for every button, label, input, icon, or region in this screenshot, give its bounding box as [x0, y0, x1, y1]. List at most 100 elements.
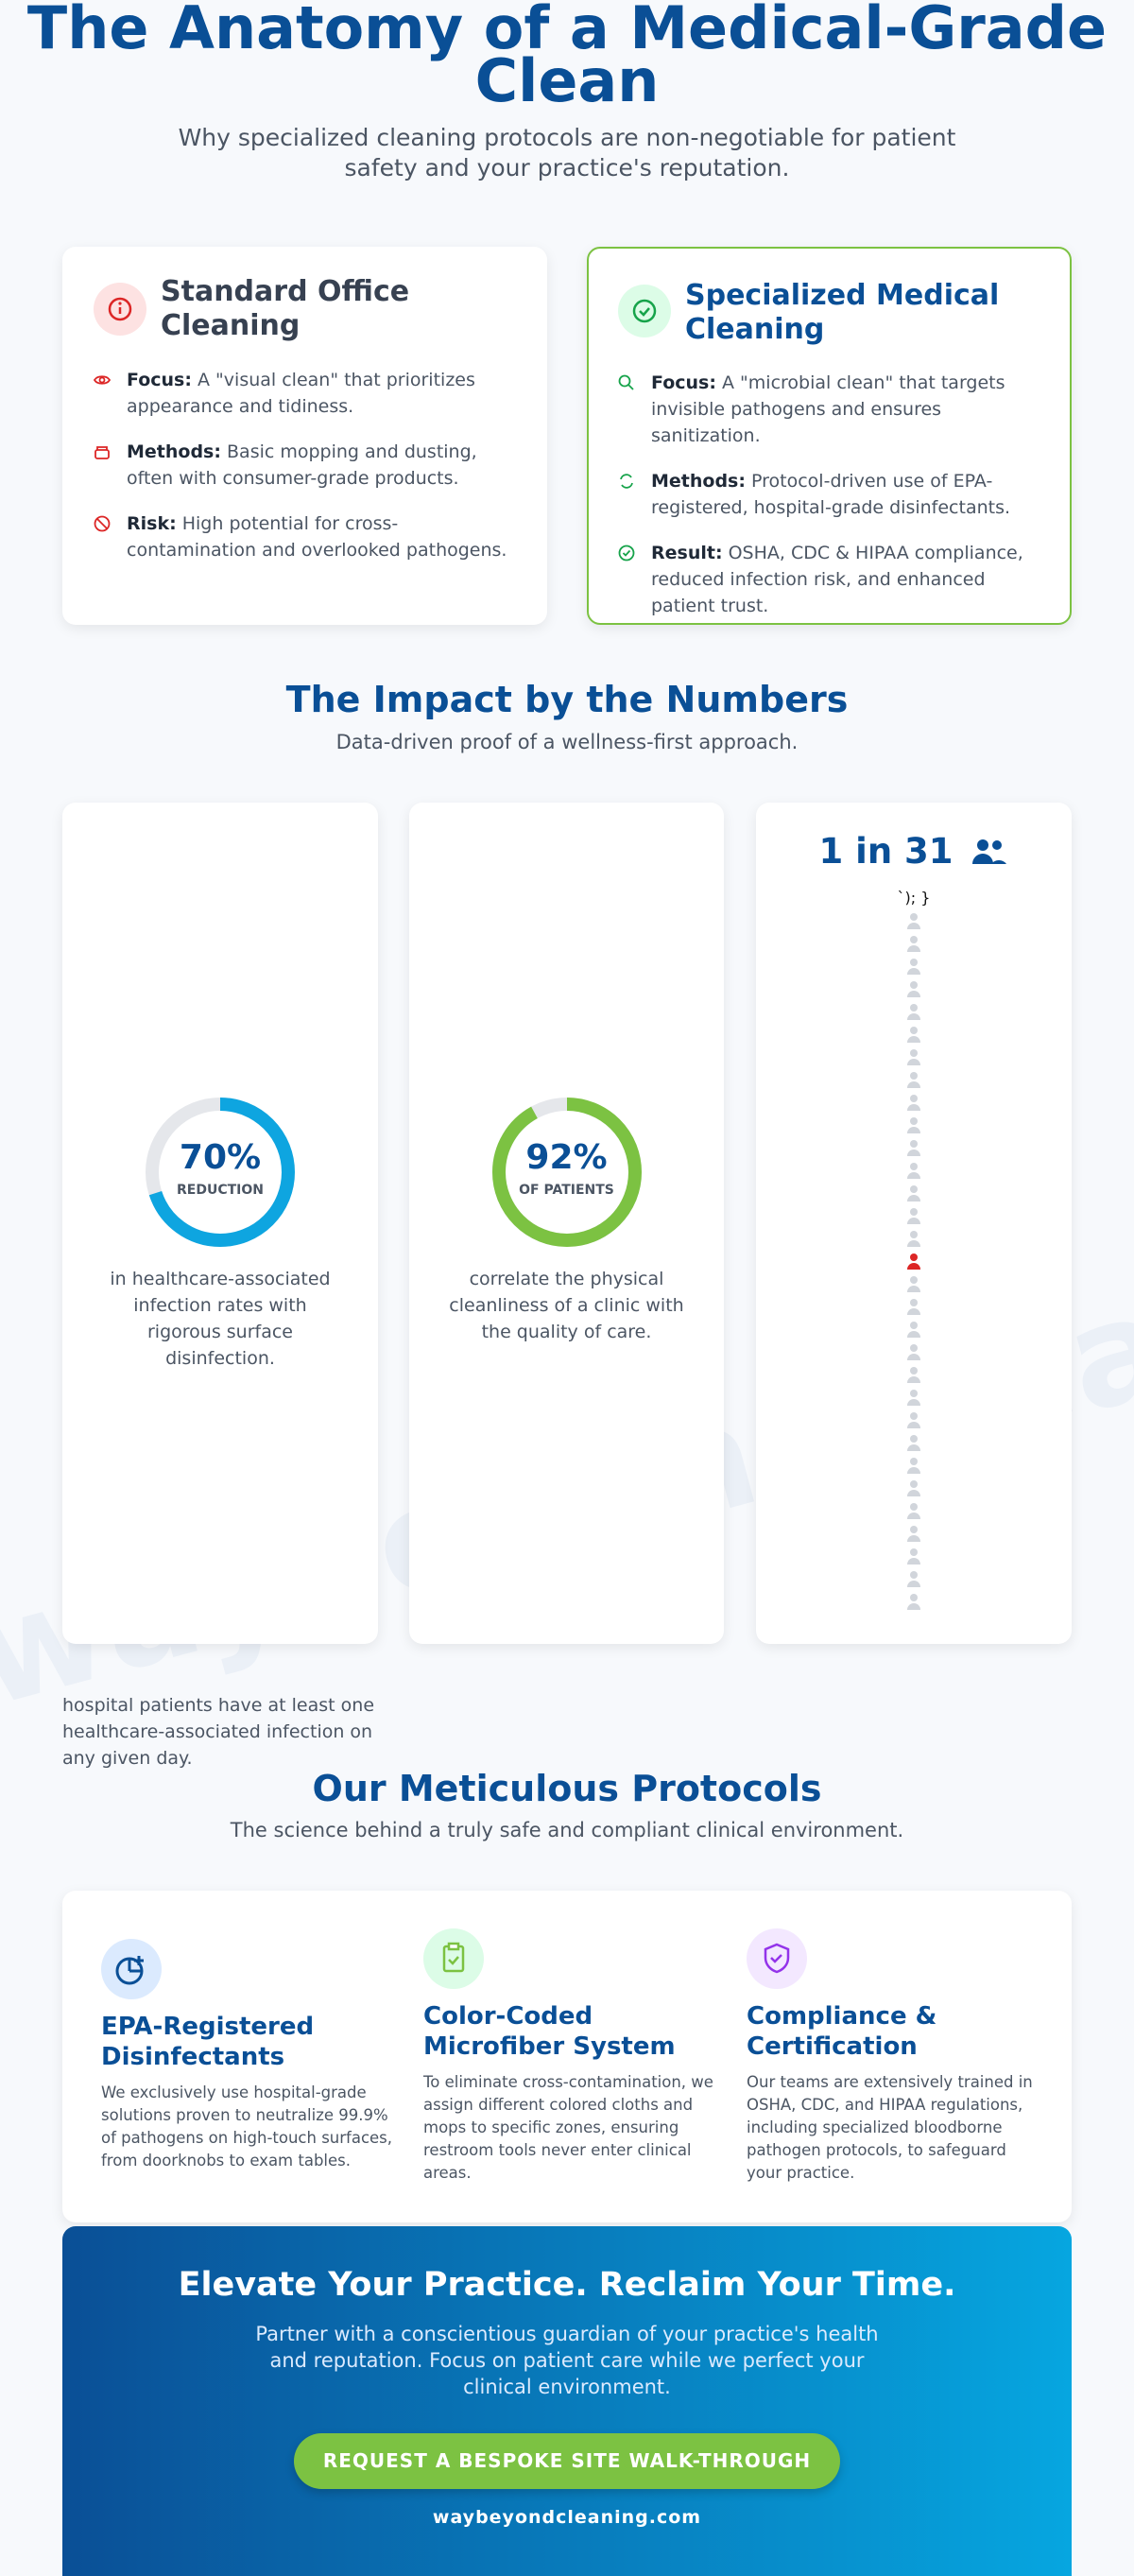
section-title: Our Meticulous Protocols: [312, 1768, 822, 1809]
person-head: [910, 1117, 918, 1125]
person: [907, 1503, 920, 1519]
list-item: Risk: High potential for cross-contamina…: [93, 510, 518, 563]
person-head: [910, 1571, 918, 1579]
donut-unit: OF PATIENTS: [519, 1183, 614, 1198]
person-head: [910, 1276, 918, 1284]
person-head: [910, 959, 918, 966]
person-body: [907, 1195, 920, 1202]
person-head: [910, 913, 918, 921]
person-body: [907, 1240, 920, 1247]
person-head: [910, 1458, 918, 1465]
cta-title: Elevate Your Practice. Reclaim Your Time…: [178, 2266, 956, 2304]
list-item: Methods: Basic mopping and dusting, ofte…: [93, 439, 518, 492]
specialized-card: Specialized Medical Cleaning Focus: A "m…: [587, 247, 1072, 625]
item-label: Focus:: [651, 372, 716, 393]
person: [907, 981, 920, 997]
section-title: The Impact by the Numbers: [285, 679, 849, 720]
person-head: [910, 1480, 918, 1488]
title: The Anatomy of a Medical-Grade Clean: [26, 0, 1108, 115]
person-body: [907, 1081, 920, 1088]
bullet-icon: [94, 515, 111, 532]
person-head: [910, 1004, 918, 1011]
item-text: OSHA, CDC & HIPAA compliance, reduced in…: [651, 543, 1023, 616]
person: [907, 1208, 920, 1224]
person-body: [907, 1059, 920, 1065]
person: [907, 1367, 920, 1383]
donut-arc: [146, 1098, 295, 1247]
person: [907, 1140, 920, 1156]
item-text: High potential for cross-contamination a…: [127, 513, 507, 561]
protocol: EPA-Registered Disinfectants We exclusive…: [101, 2012, 394, 2172]
person-head: [910, 1253, 918, 1261]
item-label: Methods:: [651, 471, 746, 492]
bullet-icon: [618, 545, 635, 562]
person-body: [907, 1581, 920, 1587]
bullet-icon: [620, 474, 633, 489]
person-body: [907, 1036, 920, 1043]
person: [907, 1027, 920, 1043]
item-label: Methods:: [127, 441, 221, 462]
item-label: Risk:: [127, 513, 177, 534]
person-head: [910, 1344, 918, 1352]
headline: 1 in 31: [818, 831, 954, 872]
item-label: Result:: [651, 543, 723, 563]
cta-button[interactable]: REQUEST A BESPOKE SITE WALK-THROUGH: [294, 2433, 840, 2489]
person: [907, 1594, 920, 1610]
people-icon: [972, 839, 1007, 864]
donut-value: 92%: [525, 1138, 608, 1177]
item-text: A "microbial clean" that targets invisib…: [651, 372, 1005, 446]
person-head: [910, 1140, 918, 1148]
person-head: [910, 1049, 918, 1057]
stat-text: hospital patients have at least one heal…: [62, 1695, 375, 1769]
person-head: [910, 1027, 918, 1034]
icon: [423, 1928, 484, 1989]
person: [907, 936, 920, 952]
person-head: [910, 1503, 918, 1511]
person: [907, 1526, 920, 1542]
list-item: Result: OSHA, CDC & HIPAA compliance, re…: [617, 540, 1042, 619]
pictogram: [907, 913, 920, 1610]
cta: Elevate Your Practice. Reclaim Your Time…: [62, 2226, 1072, 2576]
protocol-text: To eliminate cross-contamination, we ass…: [423, 2073, 713, 2182]
person-head: [910, 1185, 918, 1193]
person: [907, 1299, 920, 1315]
person-head: [910, 981, 918, 989]
person-body: [907, 991, 920, 997]
list-item: Focus: A "visual clean" that prioritizes…: [93, 367, 518, 420]
protocol: Compliance & Certification Our teams are …: [747, 2001, 1040, 2185]
person-body: [907, 1172, 920, 1179]
bullet-icon: [618, 374, 634, 390]
stat-card: 92% OF PATIENTS correlate the physical cle…: [409, 803, 724, 1644]
list-item: Methods: Protocol-driven use of EPA-regi…: [617, 468, 1042, 521]
person-body: [907, 1150, 920, 1156]
person-body: [907, 1354, 920, 1360]
person-head: [910, 1412, 918, 1420]
person-body: [907, 1513, 920, 1519]
person-body: [907, 1331, 920, 1338]
card-title: Standard Office Cleaning: [161, 275, 410, 342]
protocol: Color-Coded Microfiber System To eliminat…: [423, 2001, 716, 2185]
person-head: [910, 1072, 918, 1080]
artifact-text: `); }: [897, 889, 931, 907]
person: [907, 959, 920, 975]
person-head: [910, 1231, 918, 1238]
icon: [101, 1939, 162, 1999]
protocol-title: Compliance & Certification: [747, 2002, 937, 2061]
donut-arc: [491, 1098, 642, 1247]
person: [907, 913, 920, 929]
person: [907, 1095, 920, 1111]
person: [907, 1049, 920, 1065]
person: [907, 1163, 920, 1179]
list: Focus: A "visual clean" that prioritizes…: [93, 367, 518, 582]
person-head: [910, 1322, 918, 1329]
person: [907, 1571, 920, 1587]
person-body: [907, 923, 920, 929]
person-body: [907, 1535, 920, 1542]
person: [907, 1480, 920, 1496]
person-body: [907, 1104, 920, 1111]
bullet-icon: [93, 375, 112, 385]
person: [907, 1185, 920, 1202]
person-body: [907, 1467, 920, 1474]
person-body: [907, 1013, 920, 1020]
